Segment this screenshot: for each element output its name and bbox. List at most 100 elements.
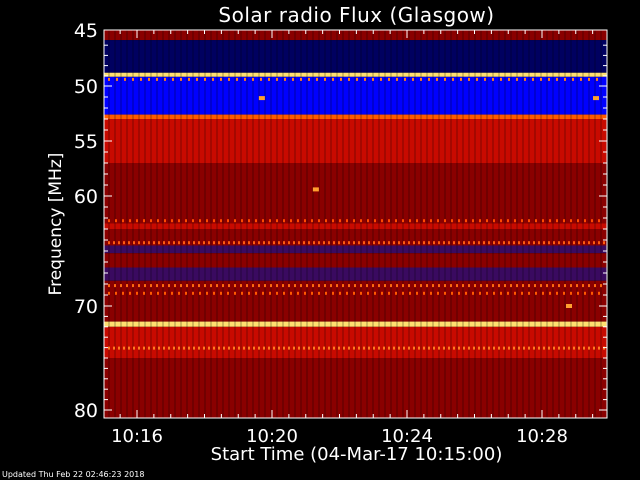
interference-dot bbox=[444, 219, 446, 223]
interference-dot bbox=[132, 77, 134, 81]
interference-dot bbox=[548, 77, 550, 81]
interference-dot bbox=[108, 219, 110, 223]
interference-dot bbox=[163, 241, 165, 245]
interference-dot bbox=[596, 77, 598, 81]
interference-dot bbox=[423, 346, 425, 350]
interference-dot bbox=[343, 241, 345, 245]
interference-dot bbox=[556, 77, 558, 81]
interference-dot bbox=[373, 346, 375, 350]
interference-dot bbox=[212, 77, 214, 81]
interference-dot bbox=[143, 291, 145, 295]
interference-dot bbox=[171, 219, 173, 223]
interference-dot bbox=[284, 77, 286, 81]
interference-dot bbox=[268, 241, 270, 245]
interference-dot bbox=[508, 346, 510, 350]
interference-dot bbox=[578, 241, 580, 245]
interference-dot bbox=[168, 241, 170, 245]
interference-dot bbox=[404, 77, 406, 81]
interference-dot bbox=[378, 284, 380, 288]
interference-dot bbox=[198, 241, 200, 245]
interference-dot bbox=[325, 291, 327, 295]
interference-dot bbox=[198, 346, 200, 350]
interference-dot bbox=[282, 284, 284, 288]
interference-dot bbox=[332, 219, 334, 223]
interference-dot bbox=[346, 291, 348, 295]
interference-dot bbox=[318, 219, 320, 223]
interference-dot bbox=[372, 77, 374, 81]
interference-dot bbox=[298, 241, 300, 245]
interference-dot bbox=[528, 241, 530, 245]
interference-dot bbox=[115, 219, 117, 223]
interference-dot bbox=[568, 241, 570, 245]
interference-dot bbox=[462, 284, 464, 288]
interference-dot bbox=[199, 291, 201, 295]
interference-dot bbox=[603, 241, 605, 245]
interference-dot bbox=[556, 219, 558, 223]
interference-dot bbox=[164, 219, 166, 223]
interference-dot bbox=[398, 346, 400, 350]
interference-dot bbox=[465, 291, 467, 295]
interference-dot bbox=[192, 291, 194, 295]
interference-dot bbox=[384, 284, 386, 288]
interference-dot bbox=[374, 291, 376, 295]
interference-dot bbox=[269, 291, 271, 295]
interference-dot bbox=[213, 291, 215, 295]
y-tick-label: 60 bbox=[74, 186, 98, 208]
interference-dot bbox=[193, 346, 195, 350]
interference-dot bbox=[268, 77, 270, 81]
interference-dot bbox=[353, 219, 355, 223]
interference-dot bbox=[360, 291, 362, 295]
interference-dot bbox=[423, 219, 425, 223]
interference-dot bbox=[493, 291, 495, 295]
interference-dot bbox=[444, 77, 446, 81]
interference-dot bbox=[577, 291, 579, 295]
interference-dot bbox=[593, 346, 595, 350]
interference-dot bbox=[396, 77, 398, 81]
interference-dot bbox=[297, 219, 299, 223]
interference-dot bbox=[122, 219, 124, 223]
interference-dot bbox=[366, 284, 368, 288]
burst-marker bbox=[593, 96, 599, 101]
interference-dot bbox=[246, 284, 248, 288]
interference-dot bbox=[243, 346, 245, 350]
interference-dot bbox=[253, 346, 255, 350]
interference-dot bbox=[416, 291, 418, 295]
interference-dot bbox=[136, 291, 138, 295]
interference-dot bbox=[174, 284, 176, 288]
interference-dot bbox=[264, 284, 266, 288]
interference-dot bbox=[403, 241, 405, 245]
interference-dot bbox=[388, 291, 390, 295]
interference-dot bbox=[393, 346, 395, 350]
interference-dot bbox=[244, 77, 246, 81]
interference-dot bbox=[458, 346, 460, 350]
interference-dot bbox=[538, 346, 540, 350]
interference-dot bbox=[188, 77, 190, 81]
interference-dot bbox=[283, 241, 285, 245]
interference-dot bbox=[185, 219, 187, 223]
interference-dot bbox=[540, 77, 542, 81]
interference-dot bbox=[238, 346, 240, 350]
interference-dot bbox=[252, 284, 254, 288]
y-tick-label: 70 bbox=[74, 296, 98, 318]
interference-dot bbox=[283, 346, 285, 350]
interference-dot bbox=[474, 284, 476, 288]
interference-dot bbox=[522, 284, 524, 288]
interference-dot bbox=[140, 77, 142, 81]
interference-dot bbox=[584, 291, 586, 295]
interference-dot bbox=[598, 346, 600, 350]
interference-dot bbox=[381, 219, 383, 223]
interference-dot bbox=[430, 291, 432, 295]
interference-dot bbox=[293, 346, 295, 350]
interference-dot bbox=[338, 241, 340, 245]
interference-dot bbox=[248, 291, 250, 295]
interference-dot bbox=[402, 284, 404, 288]
interference-dot bbox=[262, 219, 264, 223]
interference-dot bbox=[298, 346, 300, 350]
interference-dot bbox=[453, 241, 455, 245]
interference-dot bbox=[128, 241, 130, 245]
interference-dot bbox=[593, 241, 595, 245]
interference-dot bbox=[303, 346, 305, 350]
interference-dot bbox=[584, 219, 586, 223]
interference-dot bbox=[213, 346, 215, 350]
interference-dot bbox=[503, 241, 505, 245]
